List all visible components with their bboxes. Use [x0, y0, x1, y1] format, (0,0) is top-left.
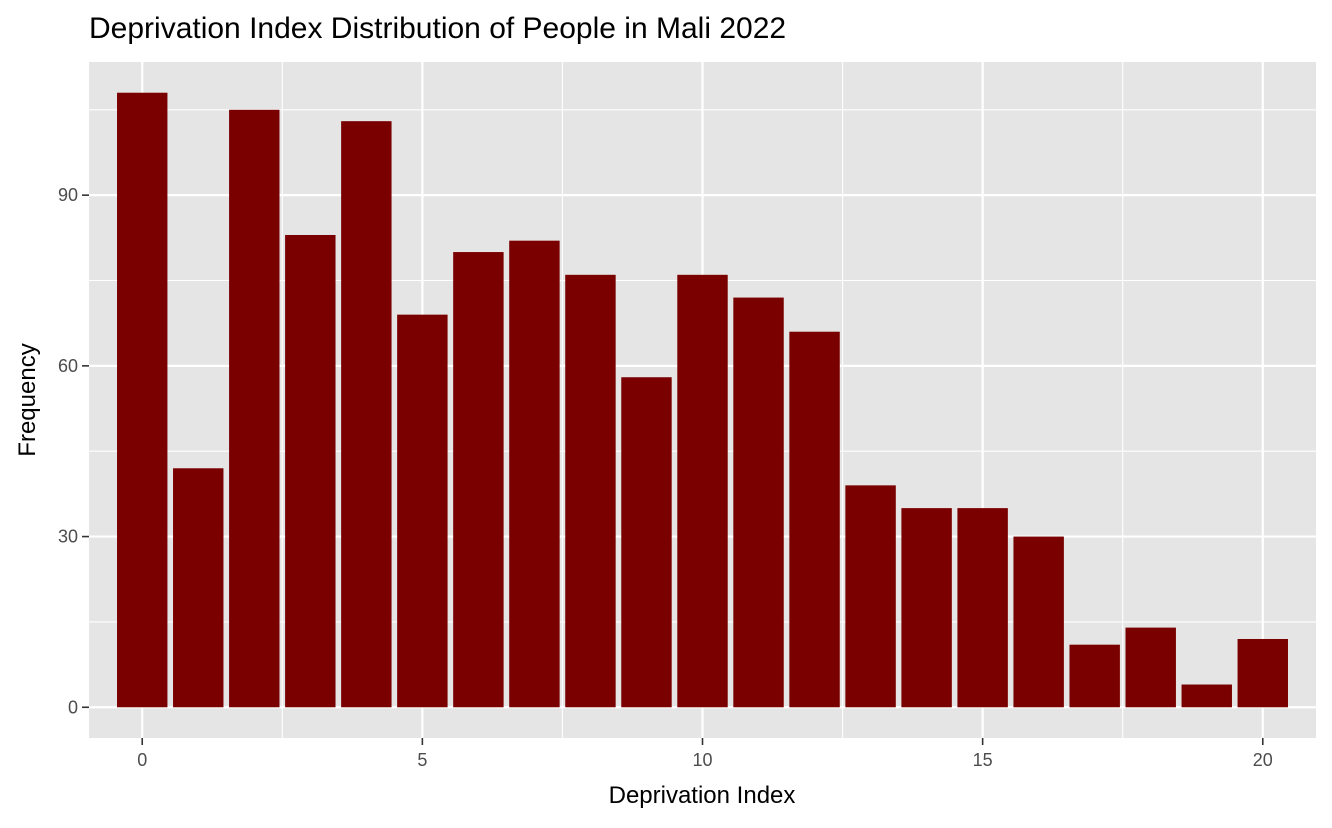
bar [453, 252, 504, 708]
bars [117, 92, 1288, 708]
bar [621, 377, 672, 708]
x-tick-label: 0 [137, 750, 147, 770]
x-tick-label: 10 [692, 750, 712, 770]
x-axis-title: Deprivation Index [609, 782, 796, 809]
bar [733, 297, 784, 708]
bar [1069, 644, 1120, 708]
y-tick-label: 30 [58, 527, 78, 547]
x-tick-label: 20 [1253, 750, 1273, 770]
bar [117, 92, 168, 708]
bar [677, 274, 728, 708]
bar [229, 109, 280, 708]
bar [1125, 627, 1176, 708]
bar [1237, 638, 1288, 708]
bar [901, 508, 952, 708]
bar [173, 468, 224, 708]
bar [1013, 536, 1064, 708]
bar [397, 314, 448, 708]
y-axis: 0 30 60 90 [58, 185, 89, 717]
chart-title: Deprivation Index Distribution of People… [89, 12, 786, 45]
bar [957, 508, 1008, 708]
x-axis: 0 5 10 15 20 [137, 738, 1273, 770]
y-tick-label: 60 [58, 356, 78, 376]
x-tick-label: 5 [417, 750, 427, 770]
x-tick-label: 15 [973, 750, 993, 770]
bar [565, 274, 616, 708]
bar [845, 485, 896, 708]
bar [789, 331, 840, 708]
y-axis-title: Frequency [14, 343, 41, 456]
bar [285, 234, 336, 708]
bar [341, 121, 392, 708]
y-tick-label: 90 [58, 185, 78, 205]
bar [509, 240, 560, 708]
y-tick-label: 0 [68, 697, 78, 717]
bar [1181, 684, 1232, 708]
